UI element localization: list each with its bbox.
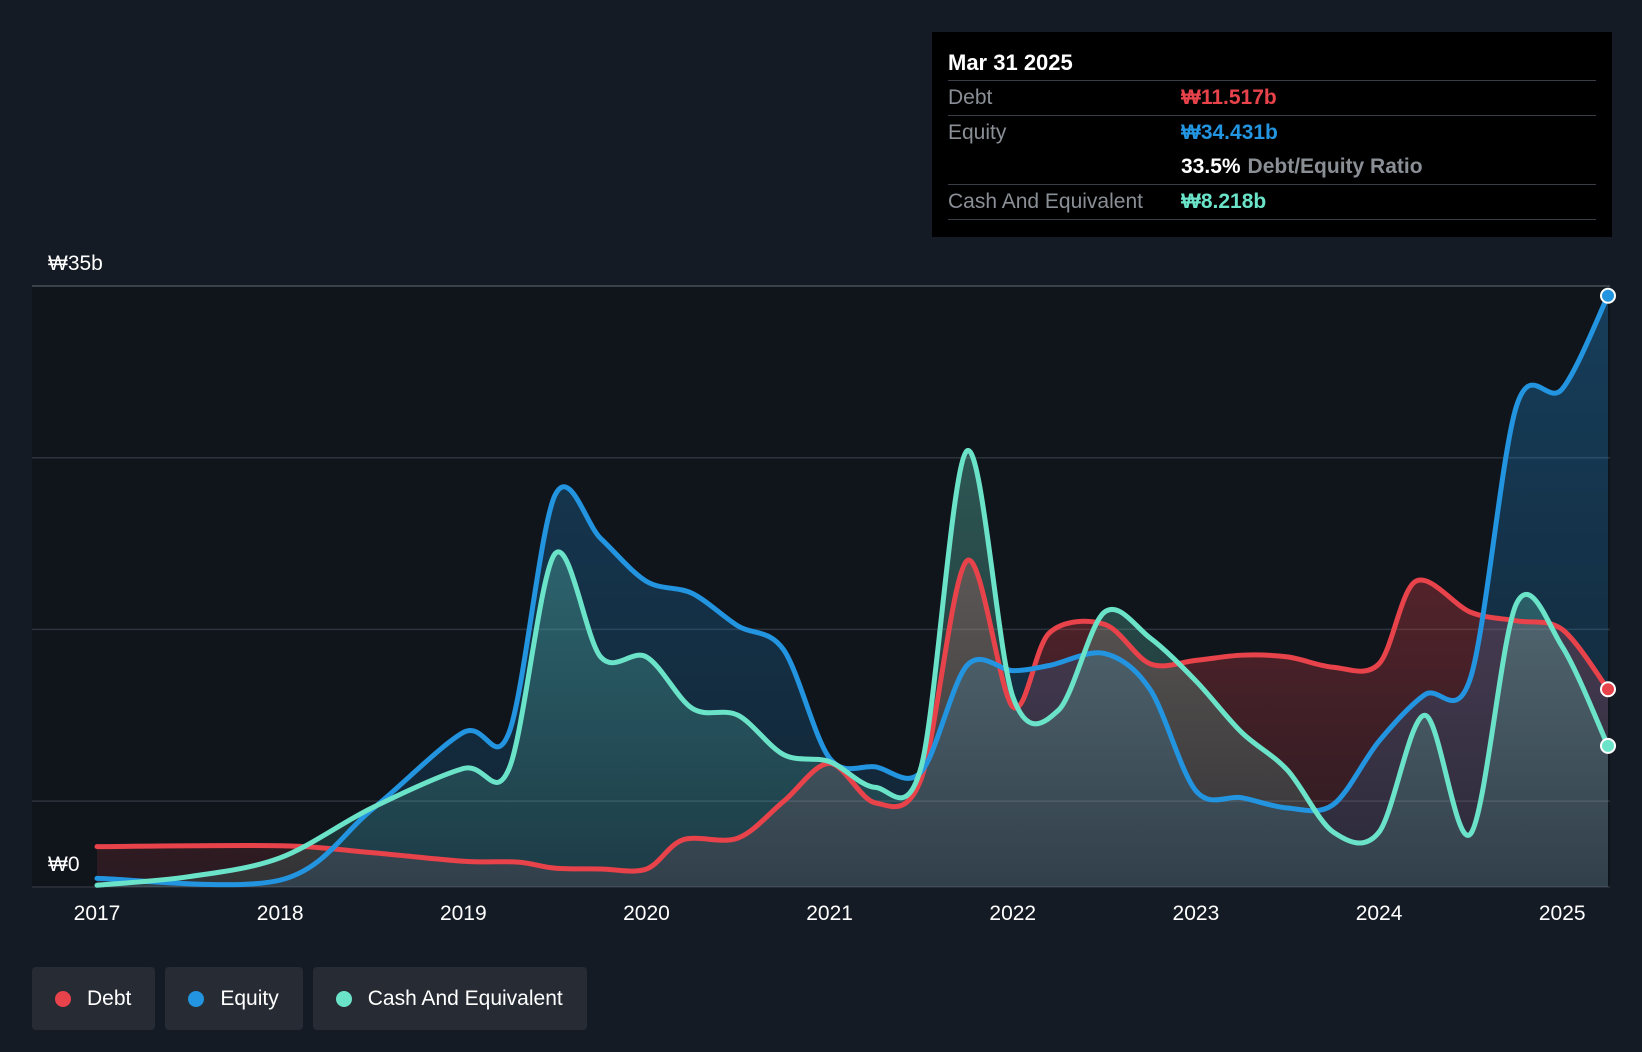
legend-label-equity: Equity	[220, 986, 279, 1010]
tooltip-row-equity: Equity ₩34.431b	[948, 115, 1596, 150]
equity-area	[97, 295, 1608, 888]
x-tick-label: 2018	[257, 902, 304, 925]
tooltip-ratio-value: 33.5%	[1181, 155, 1241, 178]
debt-dot-icon	[55, 990, 71, 1007]
series-areas	[97, 295, 1608, 888]
tooltip-equity-value: ₩34.431b	[1181, 121, 1278, 144]
x-tick-label: 2020	[623, 902, 670, 925]
equity-end-marker	[1600, 287, 1616, 304]
x-tick-label: 2022	[989, 902, 1036, 925]
equity-dot-icon	[188, 990, 205, 1007]
cash-line	[94, 448, 1611, 888]
tooltip-cash-label: Cash And Equivalent	[948, 190, 1143, 213]
x-tick-label: 2019	[440, 902, 487, 925]
y-tick-label-top: ₩35b	[48, 252, 103, 275]
cash-dot-icon	[335, 990, 352, 1007]
x-tick-label: 2017	[74, 902, 121, 925]
tooltip-ratio-label: Debt/Equity Ratio	[1247, 155, 1423, 178]
x-tick-label: 2024	[1356, 902, 1403, 925]
x-tick-label: 2023	[1173, 902, 1220, 925]
tooltip-cash-value: ₩8.218b	[1181, 190, 1267, 213]
x-axis-ticks: 2017 2018 2019 2020 2021 2022 2023 2024 2025	[74, 902, 1586, 925]
tooltip-equity-label: Equity	[948, 121, 1007, 144]
debt-end-marker	[1600, 681, 1616, 698]
y-tick-label-bottom: ₩0	[48, 853, 80, 876]
y-axis-ticks: ₩35b ₩0	[48, 252, 103, 876]
series-end-markers	[1600, 287, 1616, 754]
legend-item-cash[interactable]: Cash And Equivalent	[312, 967, 587, 1030]
tooltip-row-cash: Cash And Equivalent ₩8.218b	[948, 184, 1596, 220]
hover-tooltip: Mar 31 2025 Debt ₩11.517b Equity ₩34.431…	[932, 32, 1612, 237]
equity-line	[94, 293, 1611, 888]
chart-legend: Debt Equity Cash And Equivalent	[32, 967, 587, 1030]
legend-item-debt[interactable]: Debt	[32, 967, 156, 1030]
legend-label-debt: Debt	[87, 986, 132, 1010]
cash-area	[97, 450, 1608, 887]
tooltip-date: Mar 31 2025	[948, 50, 1073, 75]
x-tick-label: 2021	[806, 902, 853, 925]
legend-label-cash: Cash And Equivalent	[367, 986, 563, 1010]
legend-item-equity[interactable]: Equity	[165, 967, 303, 1030]
series-lines	[94, 293, 1611, 888]
tooltip-row-ratio: 33.5% Debt/Equity Ratio	[948, 150, 1596, 184]
chart-canvas: 2017 2018 2019 2020 2021 2022 2023 2024 2025 ₩35…	[32, 252, 1616, 925]
x-tick-label: 2025	[1539, 902, 1586, 925]
tooltip-debt-label: Debt	[948, 86, 993, 109]
debt-line	[94, 558, 1611, 874]
tooltip-row-debt: Debt ₩11.517b	[948, 80, 1596, 115]
tooltip-debt-value: ₩11.517b	[1181, 86, 1277, 109]
cash-end-marker	[1600, 737, 1616, 754]
